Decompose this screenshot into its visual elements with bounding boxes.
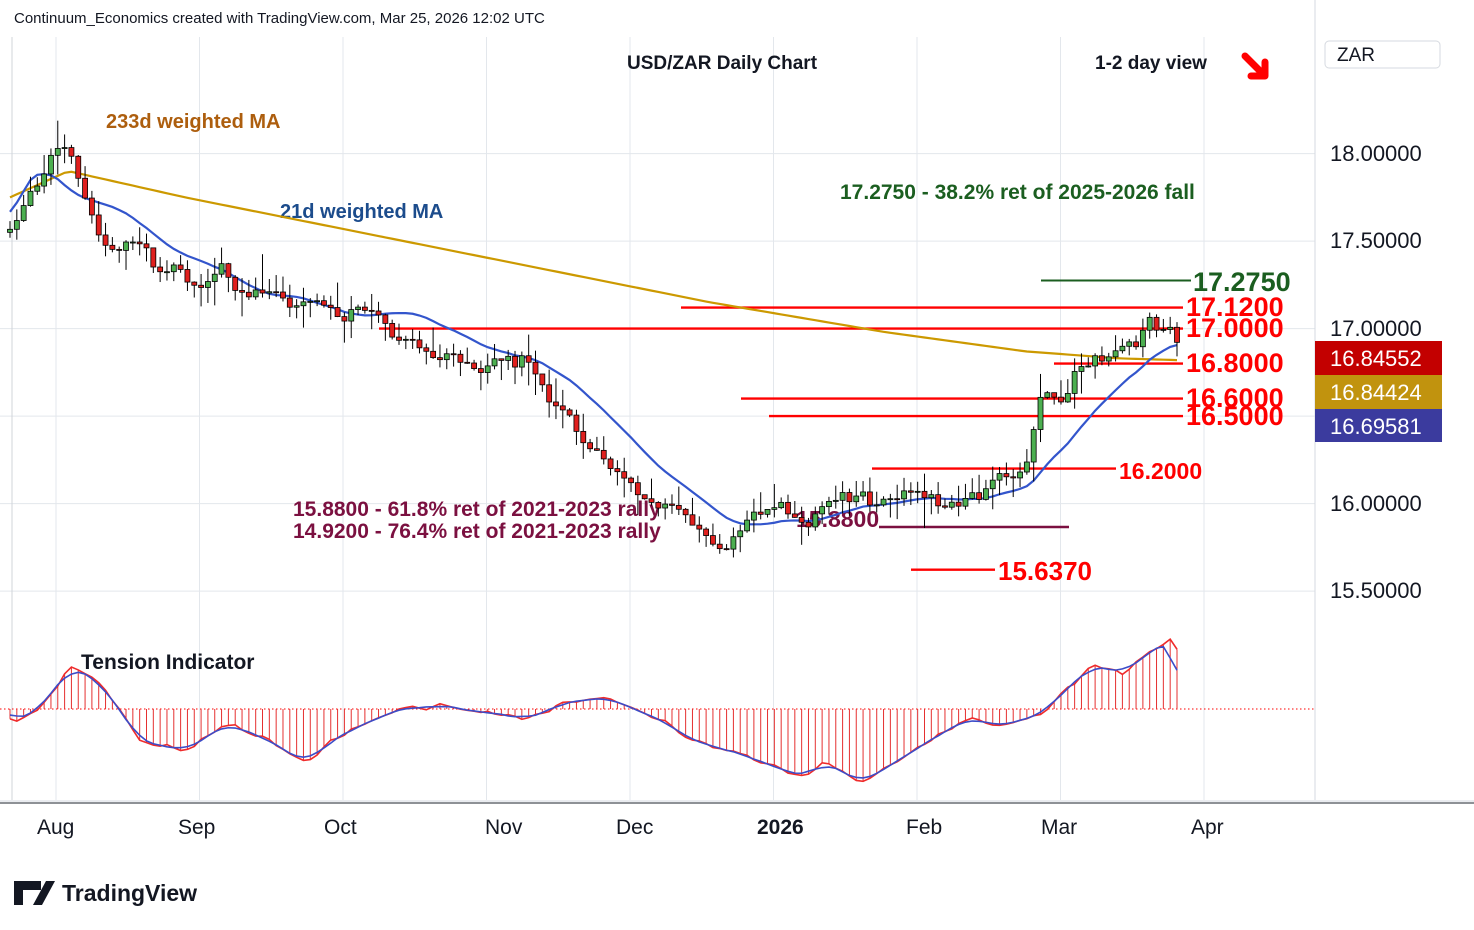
svg-text:16.00000: 16.00000 [1330,491,1422,516]
svg-text:Nov: Nov [485,816,523,839]
svg-text:Sep: Sep [178,816,215,839]
svg-text:Tension Indicator: Tension Indicator [81,651,254,674]
svg-text:Apr: Apr [1191,816,1224,839]
svg-text:18.00000: 18.00000 [1330,141,1422,166]
svg-text:16.8000: 16.8000 [1186,348,1284,378]
svg-text:Mar: Mar [1041,816,1077,839]
svg-text:15.50000: 15.50000 [1330,578,1422,603]
svg-text:16.84424: 16.84424 [1330,380,1422,405]
svg-text:17.00000: 17.00000 [1330,316,1422,341]
svg-text:16.84552: 16.84552 [1330,346,1422,371]
svg-text:15.8800 - 61.8% ret of 2021-20: 15.8800 - 61.8% ret of 2021-2023 rally [293,498,661,521]
svg-text:TradingView: TradingView [62,880,197,906]
svg-text:233d weighted MA: 233d weighted MA [106,111,280,133]
svg-text:16.2000: 16.2000 [1119,458,1202,484]
svg-text:17.50000: 17.50000 [1330,228,1422,253]
svg-text:Dec: Dec [616,816,653,839]
svg-text:15.6370: 15.6370 [998,556,1092,586]
svg-text:21d weighted MA: 21d weighted MA [280,201,443,223]
svg-text:16.69581: 16.69581 [1330,414,1422,439]
svg-text:17.0000: 17.0000 [1186,313,1284,343]
svg-text:14.9200 - 76.4% ret of 2021-20: 14.9200 - 76.4% ret of 2021-2023 rally [293,520,661,543]
svg-text:17.2750 - 38.2% ret of 2025-20: 17.2750 - 38.2% ret of 2025-2026 fall [840,181,1195,204]
svg-text:Feb: Feb [906,816,942,839]
svg-text:16.5000: 16.5000 [1186,401,1284,431]
svg-text:Aug: Aug [37,816,74,839]
svg-text:1-2 day view: 1-2 day view [1095,53,1207,74]
svg-text:USD/ZAR Daily Chart: USD/ZAR Daily Chart [627,53,818,74]
svg-text:2026: 2026 [757,816,804,839]
svg-text:Oct: Oct [324,816,357,839]
svg-text:ZAR: ZAR [1337,45,1375,66]
